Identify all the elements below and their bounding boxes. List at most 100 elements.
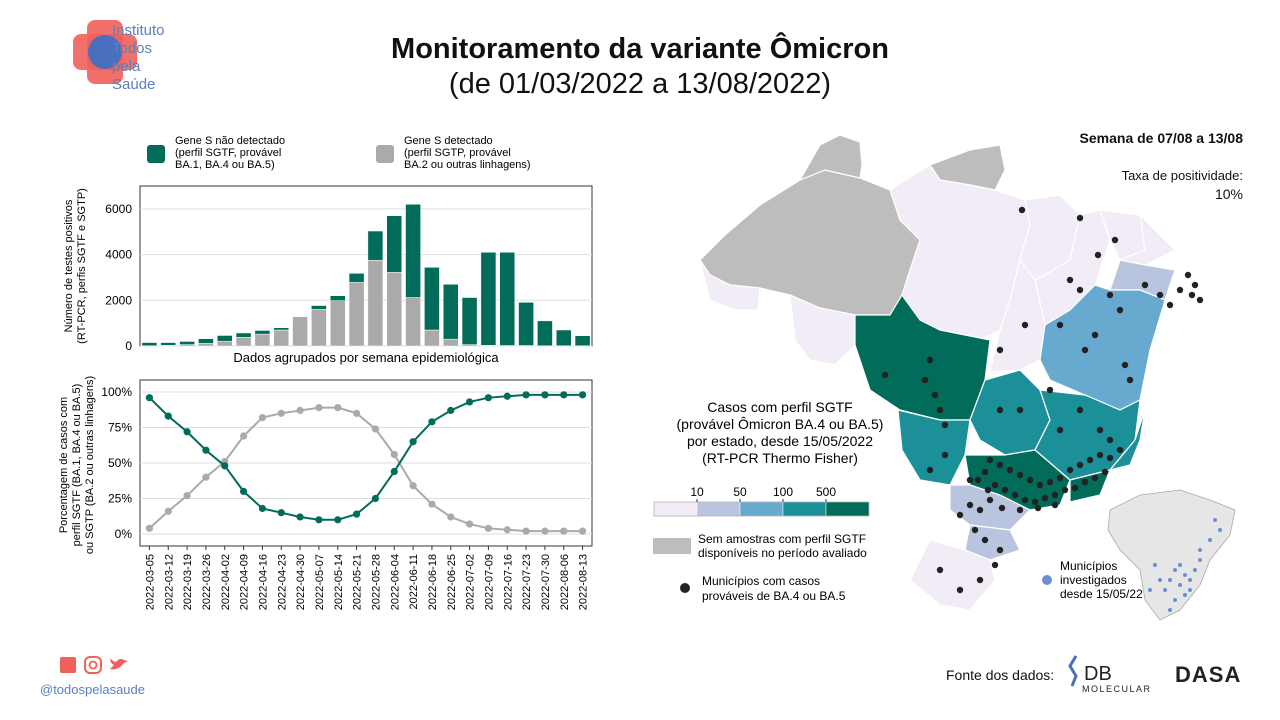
scale-bin (825, 501, 870, 517)
investigated-municipality-dot (1198, 558, 1202, 562)
point-sgtf (465, 398, 474, 406)
bar-ytick-label: 4000 (105, 248, 132, 262)
point-sgtp (334, 404, 342, 412)
point-sgtp (390, 450, 398, 459)
state-roraima (798, 134, 863, 182)
point-sgtf (484, 394, 493, 402)
municipality-dot (1076, 406, 1084, 414)
positivity-value: 10% (1214, 186, 1243, 202)
dots-legend-line2: prováveis de BA.4 ou BA.5 (702, 589, 846, 603)
municipality-dot (1196, 296, 1204, 304)
investigated-municipality-dot (1193, 568, 1197, 572)
legend-sgtp-line1: Gene S detectado (404, 135, 493, 147)
point-sgtp (541, 527, 549, 535)
bar-sgtf (386, 215, 403, 273)
municipality-dot (996, 346, 1004, 354)
municipality-dot (986, 496, 994, 504)
twitter-icon[interactable] (110, 658, 128, 670)
municipality-dot (981, 468, 989, 476)
point-sgtf (390, 467, 398, 476)
municipality-dot (1011, 491, 1019, 499)
municipality-dot (926, 356, 934, 364)
point-sgtf (145, 394, 154, 402)
municipality-dot (1026, 476, 1034, 484)
line-ytick-label: 75% (108, 421, 132, 435)
municipality-dot (1081, 346, 1089, 354)
municipality-dot (998, 504, 1006, 512)
point-sgtf (352, 510, 361, 518)
point-sgtf (409, 438, 417, 446)
bar-sgtf (367, 230, 384, 261)
municipality-dot (941, 421, 949, 429)
line-chart-ylabel-3: ou SGTP (BA.2 ou outras linhagens) (84, 376, 96, 554)
municipality-dot (1096, 451, 1104, 459)
xtick-label: 2022-07-09 (483, 554, 495, 610)
municipality-dot (986, 456, 994, 464)
investigated-municipality-dot (1188, 578, 1192, 582)
bar-sgtp (235, 337, 252, 347)
legend-sgtf-swatch (147, 145, 165, 163)
point-sgtp (296, 406, 304, 415)
municipality-dot (1036, 481, 1044, 489)
municipality-dot (974, 476, 982, 484)
scale-tick-label: 50 (733, 485, 747, 499)
point-sgtp (522, 527, 530, 535)
svg-text:DASA: DASA (1175, 662, 1241, 687)
municipality-dot (1001, 486, 1009, 494)
xtick-label: 2022-05-28 (370, 554, 382, 610)
line-series-sgtf (148, 393, 583, 521)
scale-tick-label: 10 (690, 485, 704, 499)
municipality-dot (1176, 286, 1184, 294)
instagram-icon[interactable] (84, 656, 102, 674)
municipality-dot (1016, 406, 1024, 414)
municipality-dot (991, 481, 999, 489)
municipality-dot (1051, 501, 1059, 509)
point-sgtp (503, 526, 511, 534)
municipality-dot (926, 466, 934, 474)
municipality-dot (1031, 498, 1039, 506)
bar-sgtf (480, 252, 497, 346)
map-legend-title-4: (RT-PCR Thermo Fisher) (702, 450, 858, 466)
point-sgtp (315, 404, 323, 412)
line-series-sgtp (148, 406, 583, 533)
point-sgtp (145, 524, 154, 532)
charts-area: Gene S não detectado (perfil SGTF, prová… (58, 135, 593, 610)
investigated-municipality-dot (1178, 583, 1182, 587)
legend-sgtf-line3: BA.1, BA.4 ou BA.5) (175, 159, 275, 171)
bar-sgtf (461, 297, 478, 345)
municipality-dot (966, 476, 974, 484)
state-rio-de-janeiro (1069, 469, 1111, 503)
line-ytick-label: 0% (115, 527, 133, 541)
point-sgtf (183, 428, 191, 436)
scale-bin (739, 501, 784, 517)
point-sgtf (164, 412, 172, 420)
legend-sgtf-line2: (perfil SGTF, provável (175, 147, 281, 159)
point-sgtp (277, 409, 285, 417)
municipality-dot (1021, 321, 1029, 329)
inset-legend-line1: Municípios (1060, 559, 1117, 573)
bar-chart-xlabel: Dados agrupados por semana epidemiológic… (233, 350, 499, 365)
xtick-label: 2022-07-02 (465, 554, 477, 610)
municipality-dot (1116, 446, 1124, 454)
point-sgtp (202, 473, 210, 481)
bar-sgtp (424, 329, 440, 347)
municipality-dot (984, 486, 992, 494)
municipality-dot (1141, 281, 1149, 289)
bar-sgtf (160, 342, 177, 346)
municipality-dot (1076, 286, 1084, 294)
municipality-dot (996, 406, 1004, 414)
bar-sgtf (499, 252, 516, 346)
investigated-municipality-dot (1158, 578, 1162, 582)
point-sgtf (239, 487, 248, 495)
xtick-label: 2022-03-05 (144, 554, 156, 610)
svg-text:MOLECULAR: MOLECULAR (1082, 684, 1152, 694)
line-ytick-label: 50% (108, 456, 132, 470)
social-handle[interactable]: @todospelasaude (40, 682, 145, 697)
municipality-dot (996, 546, 1004, 554)
line-ytick-label: 25% (108, 492, 132, 506)
municipality-dot (1051, 491, 1059, 499)
facebook-icon[interactable] (60, 657, 76, 673)
bar-sgtp (329, 300, 346, 347)
xtick-label: 2022-03-19 (182, 554, 194, 610)
svg-text:DB: DB (1084, 663, 1112, 685)
